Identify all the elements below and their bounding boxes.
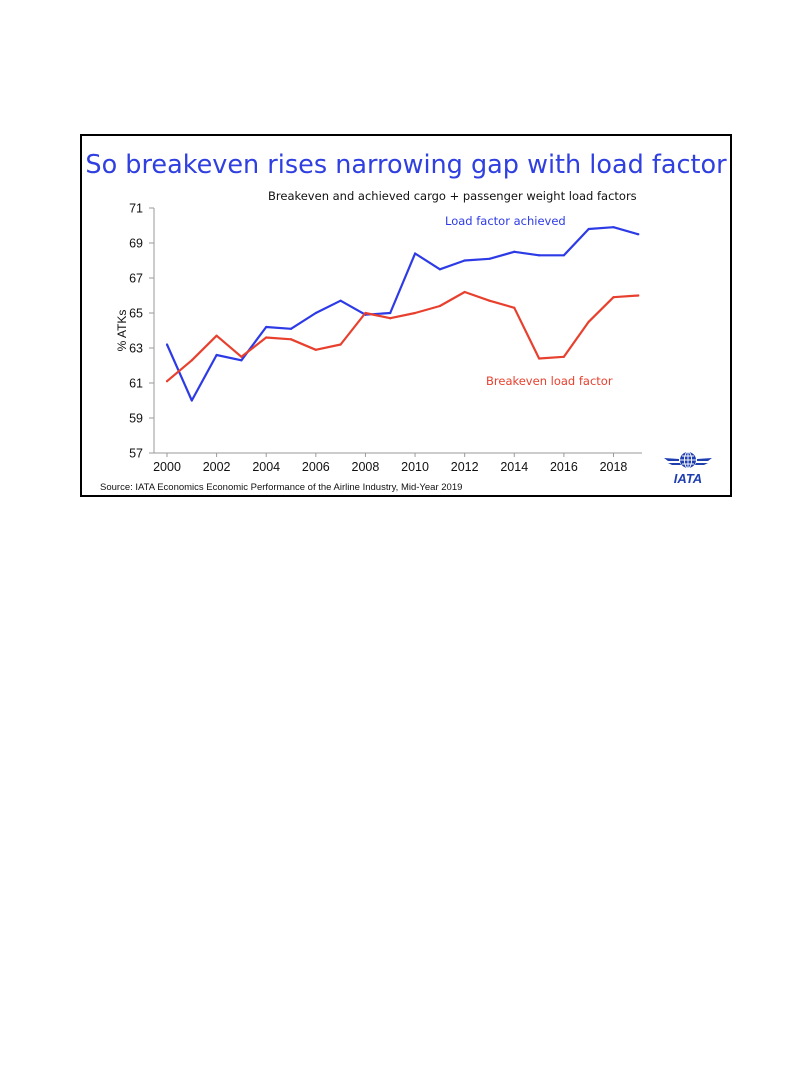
x-tick-label: 2008: [352, 460, 380, 474]
data-point: [265, 325, 268, 329]
x-tick-label: 2010: [401, 460, 429, 474]
data-point: [463, 259, 466, 262]
chart-subtitle: Breakeven and achieved cargo + passenger…: [268, 189, 637, 203]
x-tick-label: 2000: [153, 460, 181, 474]
data-point: [438, 304, 441, 308]
data-point: [587, 320, 590, 323]
data-point: [215, 334, 218, 337]
data-point: [339, 299, 342, 302]
y-tick-label: 67: [129, 272, 143, 286]
data-point: [562, 355, 565, 358]
x-tick-label: 2014: [500, 460, 528, 474]
data-point: [389, 311, 392, 315]
series-label-breakeven: Breakeven load factor: [486, 374, 613, 388]
data-point: [637, 233, 640, 236]
x-tick-label: 2016: [550, 460, 578, 474]
data-point: [488, 257, 491, 260]
data-point: [488, 299, 491, 302]
x-tick-label: 2012: [451, 460, 479, 474]
data-point: [612, 296, 615, 299]
data-point: [314, 311, 317, 315]
data-point: [537, 357, 541, 360]
chart-slide: So breakeven rises narrowing gap with lo…: [80, 134, 732, 497]
data-point: [289, 327, 293, 330]
y-tick-label: 71: [129, 202, 143, 216]
data-point: [587, 227, 590, 231]
globe-icon: [664, 451, 712, 469]
data-point: [413, 252, 417, 255]
series-label-load-factor: Load factor achieved: [445, 214, 566, 228]
data-point: [513, 306, 516, 309]
data-point: [190, 359, 193, 362]
x-tick-label: 2004: [252, 460, 280, 474]
data-point: [389, 317, 392, 320]
y-axis-label: % ATKs: [115, 310, 129, 352]
data-point: [240, 355, 243, 358]
data-point: [513, 250, 516, 253]
x-tick-label: 2018: [600, 460, 628, 474]
line-chart: 57 59 61 63 65 67 69 71 2000 2002 2004 2006 2008 2010…: [115, 202, 642, 474]
data-point: [537, 254, 541, 257]
data-point: [562, 254, 565, 257]
data-point: [463, 290, 466, 294]
data-point: [314, 348, 317, 351]
data-point: [289, 338, 293, 341]
data-point: [364, 311, 367, 315]
data-point: [190, 399, 193, 402]
x-tick-label: 2006: [302, 460, 330, 474]
iata-logo: IATA: [664, 451, 712, 486]
chart-title: So breakeven rises narrowing gap with lo…: [85, 150, 727, 180]
data-point: [438, 268, 441, 271]
data-point: [612, 226, 615, 229]
data-point: [215, 353, 218, 357]
series-line-breakeven: [166, 290, 639, 383]
data-point: [637, 294, 640, 297]
data-point: [165, 380, 169, 383]
y-tick-label: 65: [129, 307, 143, 321]
y-tick-label: 57: [129, 447, 143, 461]
data-point: [240, 359, 243, 362]
y-tick-label: 61: [129, 377, 143, 391]
y-tick-label: 69: [129, 237, 143, 251]
data-point: [413, 311, 417, 315]
y-tick-label: 63: [129, 342, 143, 356]
y-tick-label: 59: [129, 412, 143, 426]
data-point: [165, 343, 169, 346]
data-point: [265, 336, 268, 339]
logo-text: IATA: [674, 471, 702, 486]
x-tick-label: 2002: [203, 460, 231, 474]
data-point: [339, 343, 342, 346]
source-note: Source: IATA Economics Economic Performa…: [100, 482, 463, 493]
